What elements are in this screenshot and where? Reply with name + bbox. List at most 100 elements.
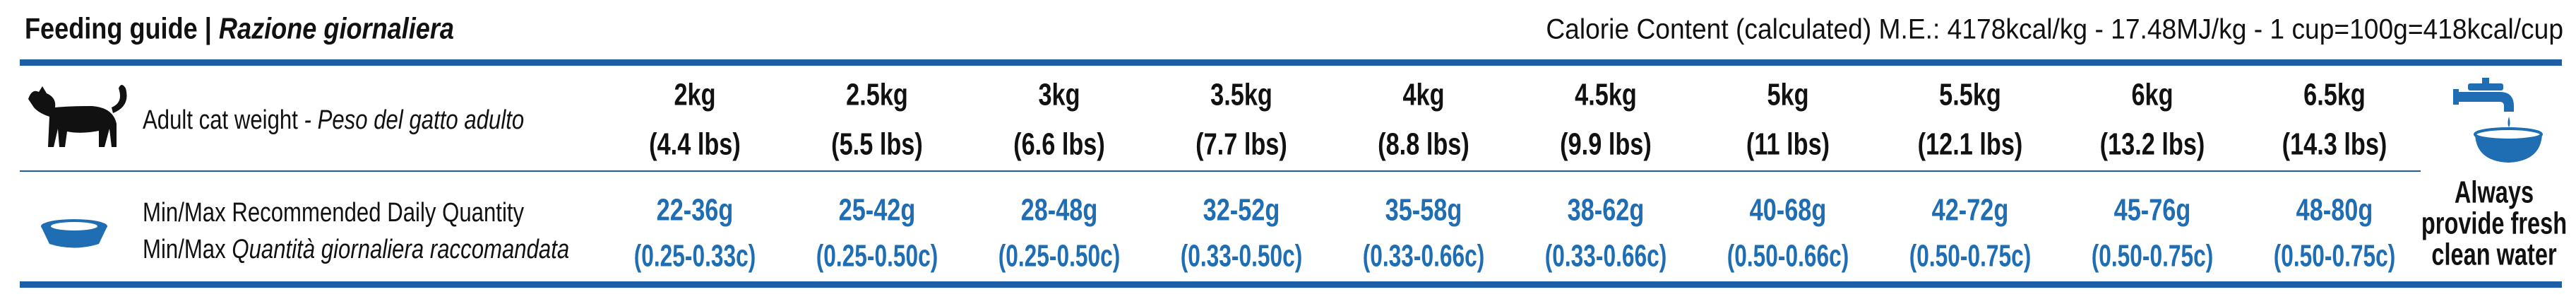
cups-group: (0.50-0.75c) <box>1909 239 2032 274</box>
grams: 40-68g <box>1750 193 1827 228</box>
cups: (0.50-0.75c) <box>2092 239 2214 274</box>
grams-group: 22-36g <box>657 193 734 228</box>
weight-lbs: (9.9 lbs) <box>1560 127 1652 162</box>
cups: (0.33-0.50c) <box>1181 239 1303 274</box>
water-note-group: Always <box>2455 175 2534 210</box>
bowl-icon <box>41 219 107 248</box>
weight-group: 4.5kg <box>1575 78 1637 112</box>
weight: 5.5kg <box>1939 78 2001 112</box>
weight: 2kg <box>674 78 715 112</box>
top-rule <box>20 59 2562 66</box>
weight-lbs: (11 lbs) <box>1746 127 1830 162</box>
grams: 35-58g <box>1385 193 1462 228</box>
water-note-group: clean water <box>2431 238 2556 272</box>
weight-lbs-group: (13.2 lbs) <box>2100 127 2205 162</box>
weight-label: Adult cat weight - Peso del gatto adulto <box>143 105 524 135</box>
weight-lbs-group: (7.7 lbs) <box>1195 127 1287 162</box>
weight-lbs: (13.2 lbs) <box>2100 127 2205 162</box>
weight-group: 6kg <box>2131 78 2173 112</box>
grams-group: 25-42g <box>839 193 916 228</box>
mid-rule <box>20 170 2421 172</box>
weight-group: 5.5kg <box>1939 78 2001 112</box>
grams-group: 48-80g <box>2296 193 2373 228</box>
grams: 25-42g <box>839 193 916 228</box>
cups: (0.50-0.66c) <box>1727 239 1849 274</box>
weight: 6.5kg <box>2303 78 2366 112</box>
calorie-group: Calorie Content (calculated) M.E.: 4178k… <box>1546 13 2563 45</box>
weight: 3.5kg <box>1210 78 1272 112</box>
weight-group: 5kg <box>1767 78 1808 112</box>
cups-group: (0.33-0.66c) <box>1363 239 1485 274</box>
bottom-rule <box>20 281 2562 288</box>
water-note: provide fresh <box>2421 206 2567 241</box>
weight-lbs-group: (4.4 lbs) <box>649 127 741 162</box>
header-title-group: Feeding guide | Razione giornaliera <box>25 13 454 46</box>
header-title: Feeding guide | Razione giornaliera <box>25 13 454 46</box>
grams: 32-52g <box>1203 193 1280 228</box>
weight-lbs-group: (9.9 lbs) <box>1560 127 1652 162</box>
cups-group: (0.33-0.66c) <box>1545 239 1667 274</box>
weight: 4kg <box>1402 78 1444 112</box>
cups-group: (0.25-0.50c) <box>816 239 938 274</box>
weight-lbs: (14.3 lbs) <box>2282 127 2387 162</box>
water-icon <box>2453 78 2543 163</box>
grams-group: 28-48g <box>1021 193 1098 228</box>
grams-group: 38-62g <box>1568 193 1645 228</box>
separator: | <box>205 13 212 46</box>
weight-label-en: Adult cat weight <box>143 105 298 135</box>
cups: (0.25-0.50c) <box>998 239 1121 274</box>
cups-group: (0.33-0.50c) <box>1181 239 1303 274</box>
weight-lbs: (7.7 lbs) <box>1195 127 1287 162</box>
cups-group: (0.25-0.33c) <box>634 239 756 274</box>
weight-group: 2.5kg <box>846 78 908 112</box>
weight-lbs: (5.5 lbs) <box>831 127 923 162</box>
grams-group: 32-52g <box>1203 193 1280 228</box>
weight-lbs: (4.4 lbs) <box>649 127 741 162</box>
weight-lbs-group: (11 lbs) <box>1746 127 1830 162</box>
cups: (0.25-0.50c) <box>816 239 938 274</box>
grams-group: 40-68g <box>1750 193 1827 228</box>
weight-lbs-group: (5.5 lbs) <box>831 127 923 162</box>
weight: 6kg <box>2131 78 2173 112</box>
weight-label-group: Adult cat weight - Peso del gatto adulto <box>143 105 524 135</box>
cups-group: (0.50-0.75c) <box>2092 239 2214 274</box>
quantity-label-it-prefix: Min/Max <box>143 235 226 264</box>
quantity-label-it: Min/Max Quantità giornaliera raccomandat… <box>143 235 569 264</box>
calorie-content: Calorie Content (calculated) M.E.: 4178k… <box>1546 13 2563 45</box>
water-note: Always <box>2455 175 2534 210</box>
weight-group: 6.5kg <box>2303 78 2366 112</box>
grams: 28-48g <box>1021 193 1098 228</box>
grams-group: 45-76g <box>2114 193 2191 228</box>
weight-group: 2kg <box>674 78 715 112</box>
cups: (0.33-0.66c) <box>1363 239 1485 274</box>
cups: (0.33-0.66c) <box>1545 239 1667 274</box>
cups-group: (0.25-0.50c) <box>998 239 1121 274</box>
weight: 5kg <box>1767 78 1808 112</box>
grams-group: 42-72g <box>1932 193 2009 228</box>
cups-group: (0.50-0.66c) <box>1727 239 1849 274</box>
weight-lbs-group: (8.8 lbs) <box>1378 127 1469 162</box>
cups: (0.50-0.75c) <box>1909 239 2032 274</box>
quantity-label-it-group: Min/Max Quantità giornaliera raccomandat… <box>143 235 569 264</box>
cups-group: (0.50-0.75c) <box>2274 239 2396 274</box>
quantity-label-en: Min/Max Recommended Daily Quantity <box>143 198 525 228</box>
grams: 22-36g <box>657 193 734 228</box>
weight-lbs: (6.6 lbs) <box>1013 127 1105 162</box>
water-note-group: provide fresh <box>2421 206 2567 241</box>
quantity-label-it-text: Quantità giornaliera raccomandata <box>232 235 569 264</box>
grams: 38-62g <box>1568 193 1645 228</box>
weight: 3kg <box>1038 78 1080 112</box>
weight-group: 3kg <box>1038 78 1080 112</box>
grams: 42-72g <box>1932 193 2009 228</box>
cups: (0.50-0.75c) <box>2274 239 2396 274</box>
weight-group: 3.5kg <box>1210 78 1272 112</box>
cat-icon <box>28 85 127 147</box>
weight-label-it: - Peso del gatto adulto <box>304 105 525 135</box>
quantity-label-en-group: Min/Max Recommended Daily Quantity <box>143 198 525 228</box>
weight-lbs-group: (6.6 lbs) <box>1013 127 1105 162</box>
water-note: clean water <box>2431 238 2556 272</box>
weight: 4.5kg <box>1575 78 1637 112</box>
weight: 2.5kg <box>846 78 908 112</box>
